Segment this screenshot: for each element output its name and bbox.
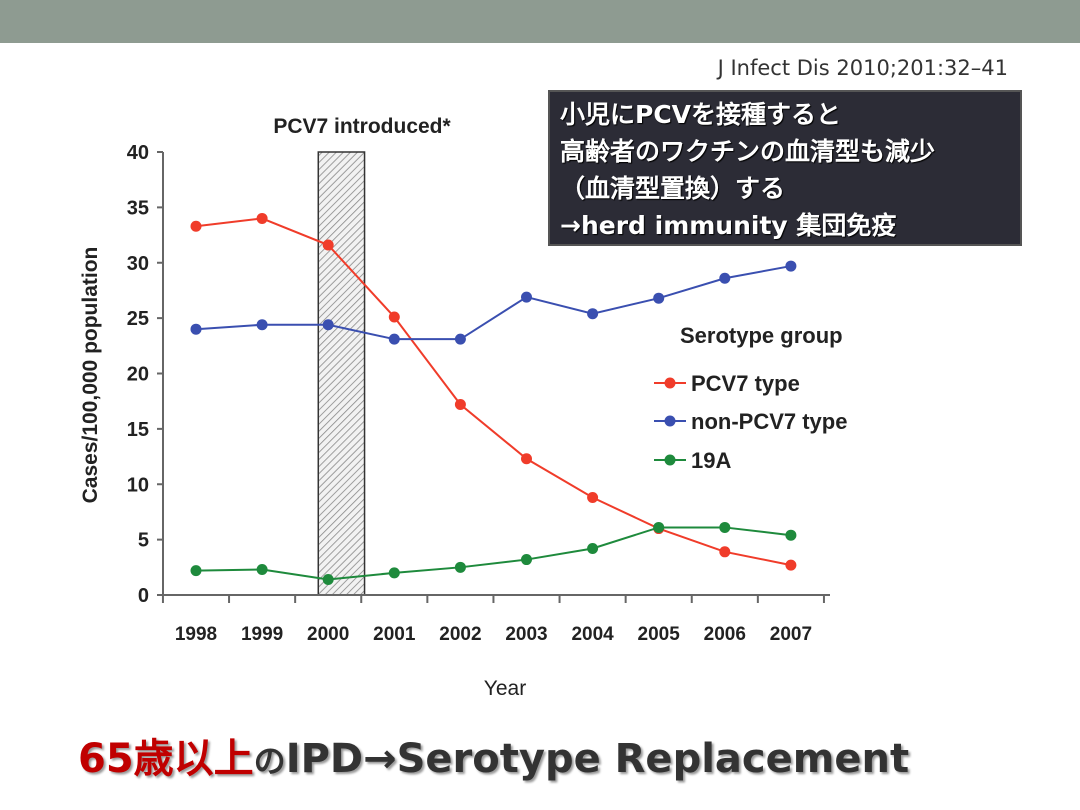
data-point: [785, 559, 797, 571]
legend-label: 19A: [691, 448, 731, 473]
x-tick-label: 2004: [571, 624, 614, 645]
x-tick-label: 2006: [704, 624, 746, 645]
legend-marker: [664, 377, 676, 389]
citation: J Infect Dis 2010;201:32–41: [717, 56, 1008, 80]
legend-label: non-PCV7 type: [691, 409, 847, 434]
y-tick-label: 0: [138, 585, 149, 607]
slide-title-particle: の: [253, 742, 286, 780]
data-point: [190, 565, 202, 577]
y-tick-label: 40: [127, 142, 149, 164]
series-line: [195, 526, 792, 581]
pcv7-introduced-band: [317, 151, 366, 596]
slide-header-bar: [0, 0, 1080, 43]
slide-title-age: 65歳以上: [78, 736, 254, 782]
callout-line: （血清型置換）する: [560, 174, 786, 203]
series-line: [195, 217, 792, 567]
data-point: [256, 564, 268, 576]
slide-title: 65歳以上のIPD→Serotype Replacement: [78, 726, 909, 784]
x-tick-label: 2002: [439, 624, 481, 645]
legend-label: PCV7 type: [691, 371, 800, 396]
data-point: [454, 561, 466, 573]
x-tick-label: 1999: [241, 624, 283, 645]
data-point: [587, 492, 599, 504]
legend-title: Serotype group: [680, 323, 843, 348]
data-point: [653, 292, 665, 304]
data-point: [322, 319, 334, 331]
data-point: [388, 567, 400, 579]
y-tick-label: 25: [127, 308, 149, 330]
band-annotation: PCV7 introduced*: [273, 115, 451, 138]
data-point: [190, 323, 202, 335]
data-point: [521, 554, 532, 566]
series-19a: [190, 521, 797, 585]
x-tick-label: 2007: [770, 624, 812, 645]
data-point: [587, 542, 599, 554]
callout-box: 小児にPCVを接種すると 高齢者のワクチンの血清型も減少 （血清型置換）する →…: [548, 90, 1022, 246]
data-point: [256, 319, 268, 331]
data-point: [322, 573, 334, 585]
x-tick-label: 1998: [175, 624, 217, 645]
callout-line: 小児にPCVを接種すると: [560, 100, 842, 129]
y-tick-label: 35: [127, 197, 149, 219]
callout-line: 高齢者のワクチンの血清型も減少: [560, 137, 936, 166]
data-point: [454, 333, 466, 345]
series-non-pcv7-type: [190, 260, 797, 345]
data-point: [256, 212, 268, 224]
legend-item: non-PCV7 type: [654, 409, 847, 434]
y-tick-label: 10: [127, 474, 149, 496]
data-point: [785, 529, 797, 541]
x-tick-label: 2003: [505, 624, 547, 645]
legend-item: PCV7 type: [654, 371, 800, 396]
x-tick-label: 2001: [373, 624, 416, 645]
data-point: [785, 260, 797, 272]
data-point: [190, 220, 202, 232]
data-point: [521, 291, 532, 303]
data-point: [653, 521, 665, 533]
legend-marker: [664, 415, 676, 427]
y-tick-label: 20: [127, 364, 149, 386]
data-point: [388, 333, 400, 345]
x-tick-label: 2005: [638, 624, 681, 645]
y-tick-label: 15: [127, 419, 149, 441]
series-line: [195, 265, 792, 341]
legend-item: 19A: [654, 448, 731, 473]
y-axis-label: Cases/100,000 population: [79, 247, 102, 504]
x-tick-label: 2000: [307, 624, 349, 645]
data-point: [587, 308, 599, 320]
slide-title-rest: IPD→Serotype Replacement: [285, 736, 910, 782]
y-tick-label: 5: [138, 530, 149, 552]
data-point: [521, 453, 532, 465]
data-point: [719, 521, 731, 533]
data-point: [454, 399, 466, 411]
data-point: [719, 546, 731, 558]
legend-marker: [664, 454, 676, 466]
y-tick-label: 30: [127, 253, 149, 275]
data-point: [322, 239, 334, 251]
data-point: [719, 272, 731, 284]
data-point: [388, 311, 400, 323]
x-axis-label: Year: [484, 677, 526, 700]
callout-line: →herd immunity 集団免疫: [560, 211, 897, 240]
